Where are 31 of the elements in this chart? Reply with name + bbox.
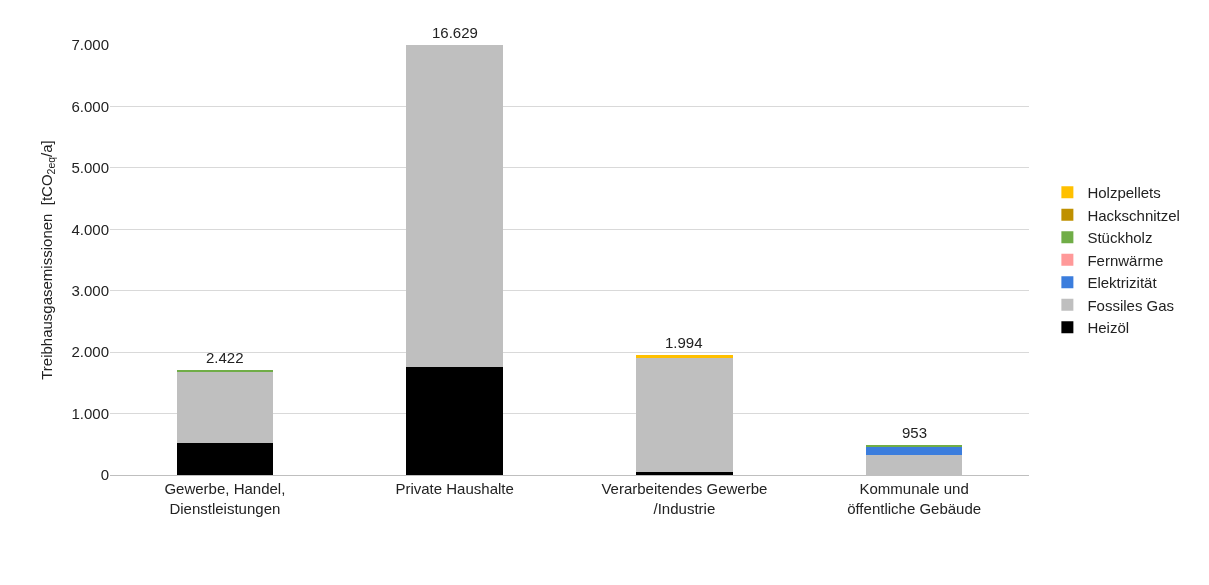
- legend-label: Elektrizität: [1087, 274, 1158, 292]
- annotation: 2.422: [206, 349, 244, 366]
- bar: [406, 45, 503, 367]
- y-tick-label: 3.000: [71, 281, 109, 299]
- x-tick-label: Private Haushalte: [395, 480, 514, 497]
- x-tick-label: Gewerbe, Handel, Dienstleistungen: [164, 480, 286, 517]
- y-tick-label: 4.000: [71, 220, 109, 238]
- y-tick-label: 7.000: [71, 36, 109, 54]
- annotation: 16.629: [432, 24, 478, 41]
- bar: [406, 366, 503, 475]
- y-tick-label: 1.000: [71, 404, 109, 422]
- bar: [636, 355, 733, 358]
- bar: [865, 447, 963, 456]
- legend-label: Stückholz: [1087, 229, 1153, 247]
- annotation: 953: [902, 424, 928, 441]
- x-tick-label: Verarbeitendes Gewerbe /Industrie: [601, 480, 768, 517]
- y-tick-label: 6.000: [71, 97, 109, 115]
- y-tick-label: 0: [100, 466, 109, 484]
- bar: [176, 443, 274, 475]
- legend-label: Hackschnitzel: [1087, 206, 1180, 224]
- bar: [636, 471, 733, 475]
- y-tick-label: 2.000: [71, 343, 109, 361]
- annotation: 1.994: [665, 334, 703, 351]
- y-tick-label: 5.000: [71, 159, 109, 177]
- bar: [636, 357, 733, 472]
- legend-label: Fernwärme: [1087, 251, 1164, 269]
- legend-label: Fossiles Gas: [1087, 296, 1175, 314]
- legend-label: Heizöl: [1087, 319, 1130, 337]
- x-tick-label: Kommunale und öffentliche Gebäude: [847, 480, 982, 517]
- bar: [176, 372, 274, 444]
- legend-label: Holzpellets: [1087, 184, 1161, 202]
